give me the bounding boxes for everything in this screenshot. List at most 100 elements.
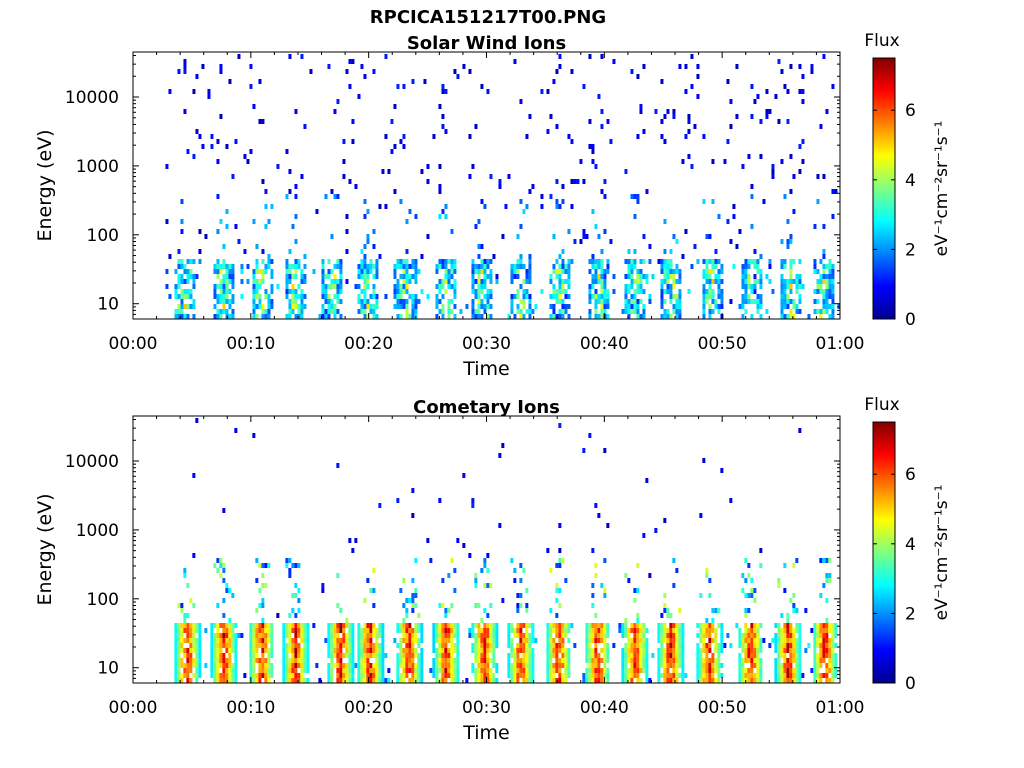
- data-cell: [183, 69, 187, 74]
- data-cell: [783, 643, 787, 648]
- data-cell: [216, 623, 220, 628]
- data-cell: [636, 638, 640, 643]
- data-cell: [759, 678, 763, 683]
- data-cell: [564, 294, 568, 299]
- data-cell: [399, 653, 403, 658]
- data-cell: [513, 264, 517, 269]
- data-cell: [633, 304, 637, 309]
- data-cell: [174, 314, 178, 319]
- data-cell: [453, 643, 457, 648]
- data-cell: [225, 284, 229, 289]
- data-cell: [327, 623, 331, 628]
- data-cell: [291, 653, 295, 658]
- data-cell: [777, 653, 781, 658]
- data-cell: [804, 648, 808, 653]
- data-cell: [456, 623, 460, 628]
- data-cell: [303, 304, 307, 309]
- data-cell: [351, 633, 355, 638]
- data-cell: [792, 259, 796, 264]
- data-cell: [612, 289, 616, 294]
- data-cell: [780, 279, 784, 284]
- data-cell: [660, 643, 664, 648]
- data-cell: [738, 663, 742, 668]
- data-cell: [603, 648, 607, 653]
- data-cell: [291, 224, 295, 229]
- data-cell: [369, 668, 373, 673]
- data-cell: [240, 269, 244, 274]
- data-cell: [771, 174, 775, 179]
- data-cell: [648, 299, 652, 304]
- data-cell: [177, 648, 181, 653]
- data-cell: [237, 54, 241, 59]
- data-cell: [183, 653, 187, 658]
- data-cell: [672, 304, 676, 309]
- data-cell: [309, 69, 313, 74]
- data-cell: [681, 658, 685, 663]
- data-cell: [354, 284, 358, 289]
- data-cell: [759, 668, 763, 673]
- data-cell: [639, 628, 643, 633]
- data-cell: [453, 314, 457, 319]
- data-cell: [183, 573, 187, 578]
- data-cell: [228, 289, 232, 294]
- data-cell: [438, 279, 442, 284]
- data-cell: [702, 314, 706, 319]
- data-cell: [225, 623, 229, 628]
- data-cell: [231, 673, 235, 678]
- data-cell: [216, 139, 220, 144]
- spectrogram-cells: [174, 418, 838, 683]
- data-cell: [336, 299, 340, 304]
- data-cell: [378, 628, 382, 633]
- data-cell: [213, 633, 217, 638]
- data-cell: [285, 648, 289, 653]
- data-cell: [420, 628, 424, 633]
- data-cell: [444, 658, 448, 663]
- data-cell: [711, 673, 715, 678]
- data-cell: [813, 289, 817, 294]
- data-cell: [264, 678, 268, 683]
- data-cell: [780, 304, 784, 309]
- data-cell: [729, 643, 733, 648]
- data-cell: [192, 658, 196, 663]
- data-cell: [780, 299, 784, 304]
- data-cell: [366, 643, 370, 648]
- data-cell: [828, 648, 832, 653]
- data-cell: [624, 289, 628, 294]
- data-cell: [756, 299, 760, 304]
- data-cell: [555, 259, 559, 264]
- data-cell: [456, 648, 460, 653]
- data-cell: [360, 64, 364, 69]
- data-cell: [708, 668, 712, 673]
- data-cell: [486, 663, 490, 668]
- data-cell: [714, 274, 718, 279]
- data-cell: [426, 294, 430, 299]
- data-cell: [435, 648, 439, 653]
- data-cell: [624, 668, 628, 673]
- data-cell: [453, 588, 457, 593]
- data-cell: [825, 673, 829, 678]
- data-cell: [528, 114, 532, 119]
- data-cell: [453, 284, 457, 289]
- data-cell: [174, 653, 178, 658]
- data-cell: [414, 668, 418, 673]
- data-cell: [285, 668, 289, 673]
- data-cell: [717, 668, 721, 673]
- data-cell: [369, 653, 373, 658]
- data-cell: [432, 663, 436, 668]
- data-cell: [705, 294, 709, 299]
- data-cell: [225, 279, 229, 284]
- data-cell: [630, 658, 634, 663]
- data-cell: [516, 294, 520, 299]
- data-cell: [525, 668, 529, 673]
- data-cell: [759, 154, 763, 159]
- data-cell: [375, 274, 379, 279]
- data-cell: [234, 638, 238, 643]
- data-cell: [645, 653, 649, 658]
- data-cell: [363, 658, 367, 663]
- data-cell: [294, 668, 298, 673]
- data-cell: [636, 588, 640, 593]
- data-cell: [516, 593, 520, 598]
- data-cell: [825, 279, 829, 284]
- data-cell: [822, 279, 826, 284]
- data-cell: [204, 234, 208, 239]
